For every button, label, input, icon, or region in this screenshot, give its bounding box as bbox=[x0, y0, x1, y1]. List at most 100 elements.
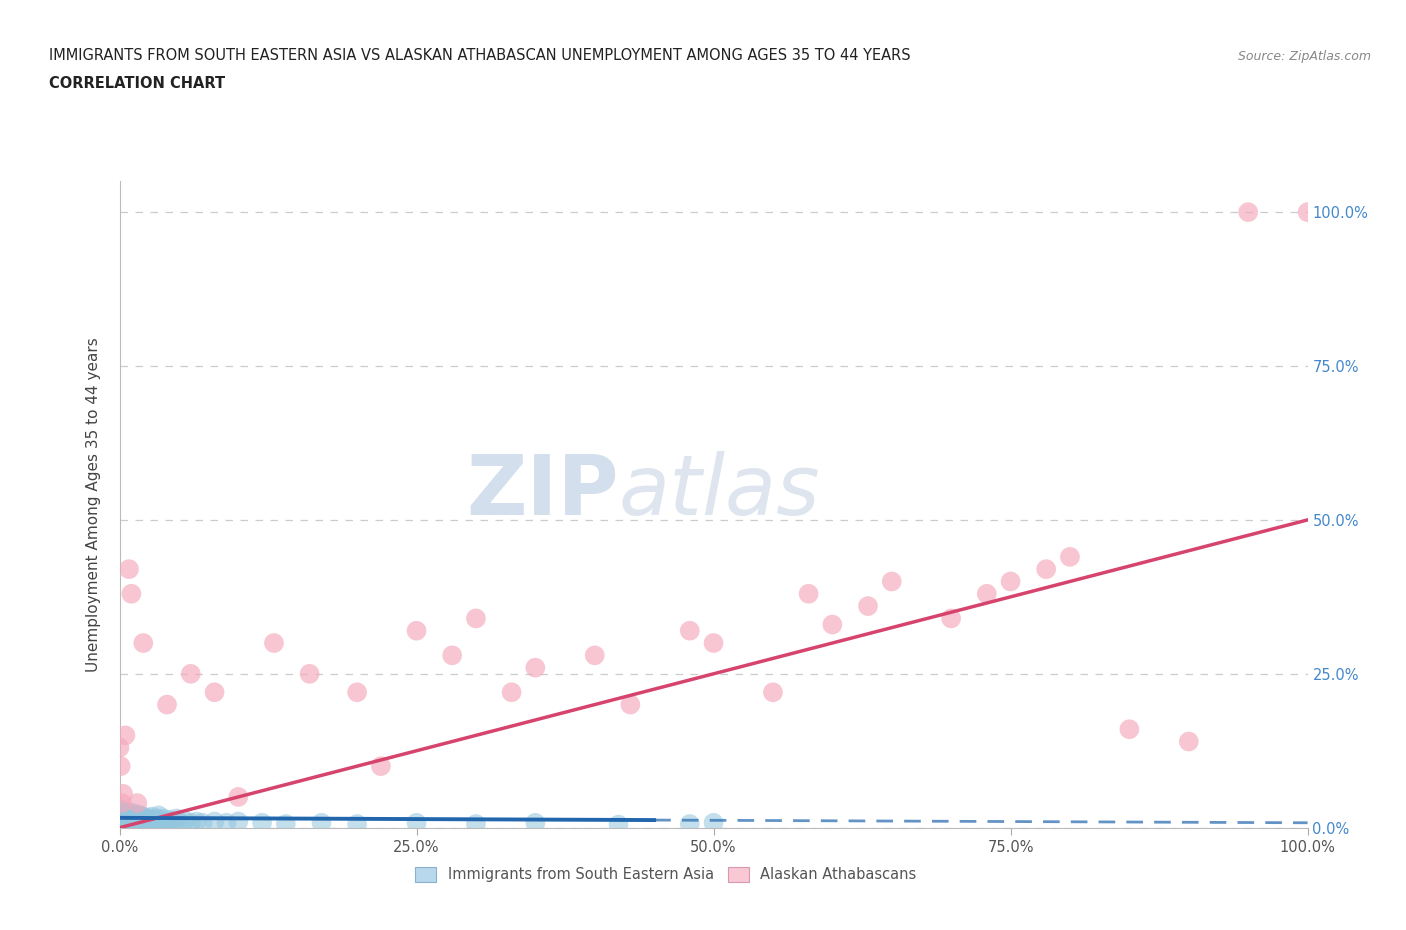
Point bbox=[797, 586, 820, 601]
Point bbox=[880, 574, 903, 589]
Text: CORRELATION CHART: CORRELATION CHART bbox=[49, 76, 225, 91]
Text: Source: ZipAtlas.com: Source: ZipAtlas.com bbox=[1237, 50, 1371, 63]
Point bbox=[156, 816, 179, 830]
Point bbox=[108, 804, 131, 819]
Point bbox=[120, 586, 142, 601]
Point bbox=[120, 816, 142, 830]
Point bbox=[607, 817, 630, 832]
Point bbox=[108, 740, 131, 755]
Point bbox=[821, 618, 844, 632]
Point bbox=[215, 816, 238, 830]
Point bbox=[148, 808, 170, 823]
Point bbox=[228, 814, 250, 829]
Point bbox=[311, 816, 333, 830]
Point bbox=[204, 814, 226, 829]
Point bbox=[1296, 205, 1319, 219]
Point bbox=[1237, 205, 1260, 219]
Point bbox=[150, 814, 173, 829]
Point bbox=[162, 814, 184, 829]
Point bbox=[173, 813, 195, 828]
Legend: Immigrants from South Eastern Asia, Alaskan Athabascans: Immigrants from South Eastern Asia, Alas… bbox=[409, 861, 922, 888]
Point bbox=[118, 813, 141, 828]
Point bbox=[141, 809, 163, 824]
Text: ZIP: ZIP bbox=[465, 451, 619, 532]
Point bbox=[124, 808, 146, 823]
Point bbox=[524, 660, 547, 675]
Point bbox=[143, 816, 166, 830]
Y-axis label: Unemployment Among Ages 35 to 44 years: Unemployment Among Ages 35 to 44 years bbox=[86, 338, 101, 671]
Point bbox=[1059, 550, 1081, 565]
Point bbox=[679, 817, 702, 831]
Point bbox=[180, 667, 202, 682]
Point bbox=[111, 796, 134, 811]
Point bbox=[298, 667, 321, 682]
Point bbox=[464, 817, 488, 831]
Point bbox=[583, 648, 606, 663]
Point bbox=[464, 611, 488, 626]
Point bbox=[702, 635, 725, 650]
Point bbox=[370, 759, 392, 774]
Point bbox=[120, 804, 142, 819]
Point bbox=[501, 684, 523, 699]
Point bbox=[679, 623, 702, 638]
Point bbox=[263, 635, 285, 650]
Point bbox=[108, 802, 131, 817]
Text: atlas: atlas bbox=[619, 451, 820, 532]
Point bbox=[976, 586, 998, 601]
Point bbox=[110, 816, 132, 830]
Point bbox=[122, 813, 145, 828]
Point bbox=[250, 816, 273, 830]
Point bbox=[619, 698, 641, 712]
Point bbox=[1000, 574, 1022, 589]
Point bbox=[1035, 562, 1057, 577]
Point bbox=[108, 811, 131, 826]
Point bbox=[108, 808, 131, 823]
Point bbox=[939, 611, 962, 626]
Point bbox=[702, 816, 725, 830]
Point bbox=[112, 787, 135, 802]
Point bbox=[156, 698, 179, 712]
Point bbox=[127, 806, 149, 821]
Point bbox=[111, 813, 134, 828]
Point bbox=[128, 809, 150, 824]
Point bbox=[346, 817, 368, 831]
Point bbox=[120, 809, 142, 824]
Point bbox=[157, 812, 180, 827]
Point bbox=[274, 817, 297, 831]
Point bbox=[108, 814, 131, 829]
Point bbox=[117, 804, 139, 819]
Point bbox=[180, 816, 202, 830]
Point bbox=[127, 814, 149, 829]
Point bbox=[118, 562, 141, 577]
Point bbox=[405, 816, 427, 830]
Point bbox=[127, 796, 149, 811]
Point bbox=[167, 816, 190, 830]
Point bbox=[114, 728, 136, 743]
Point bbox=[135, 813, 157, 828]
Point bbox=[762, 684, 785, 699]
Point bbox=[132, 816, 155, 830]
Point bbox=[204, 684, 226, 699]
Text: IMMIGRANTS FROM SOUTH EASTERN ASIA VS ALASKAN ATHABASCAN UNEMPLOYMENT AMONG AGES: IMMIGRANTS FROM SOUTH EASTERN ASIA VS AL… bbox=[49, 48, 911, 63]
Point bbox=[114, 814, 136, 829]
Point bbox=[118, 806, 141, 821]
Point bbox=[132, 809, 155, 824]
Point bbox=[166, 811, 188, 826]
Point bbox=[191, 816, 214, 830]
Point bbox=[1178, 734, 1201, 749]
Point bbox=[112, 806, 135, 821]
Point bbox=[524, 816, 547, 830]
Point bbox=[132, 635, 155, 650]
Point bbox=[138, 814, 160, 829]
Point bbox=[441, 648, 464, 663]
Point bbox=[112, 803, 135, 817]
Point bbox=[110, 809, 132, 824]
Point bbox=[114, 808, 136, 823]
Point bbox=[129, 808, 152, 823]
Point bbox=[152, 811, 174, 826]
Point bbox=[112, 811, 135, 826]
Point bbox=[228, 790, 250, 804]
Point bbox=[856, 599, 879, 614]
Point bbox=[405, 623, 427, 638]
Point bbox=[186, 814, 208, 829]
